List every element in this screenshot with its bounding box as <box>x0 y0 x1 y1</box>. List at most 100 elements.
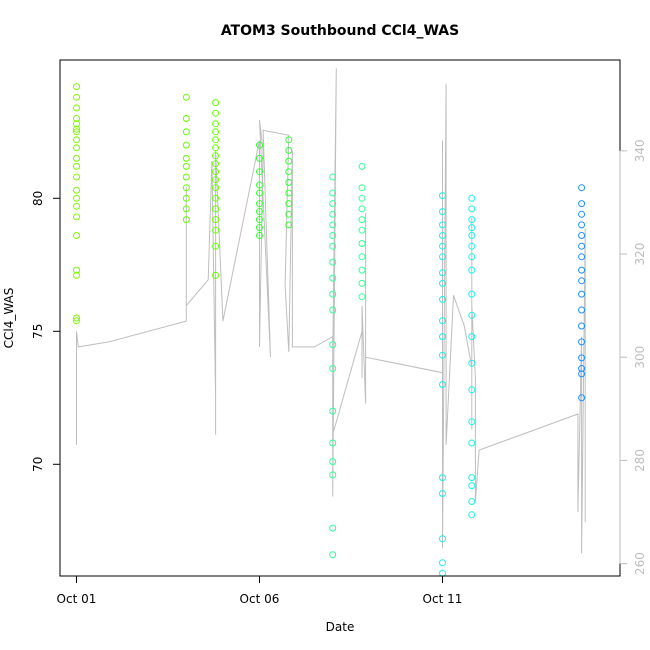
data-point <box>358 293 366 301</box>
data-point <box>468 498 476 505</box>
y-axis: 70 75 80 <box>31 191 61 472</box>
data-point <box>468 482 476 490</box>
data-point <box>358 226 366 234</box>
data-point <box>329 210 337 218</box>
data-point <box>73 120 80 128</box>
line-series-layer <box>76 68 586 554</box>
data-point <box>212 184 220 192</box>
data-point <box>468 216 476 224</box>
data-point <box>439 242 446 250</box>
plot-frame <box>59 59 621 577</box>
data-point <box>212 271 220 279</box>
data-point <box>578 266 586 274</box>
data-point <box>212 205 220 213</box>
data-point <box>182 141 190 149</box>
data-point <box>329 439 337 447</box>
data-point <box>73 202 80 210</box>
data-point <box>439 221 446 229</box>
data-point <box>182 184 190 192</box>
data-point <box>358 279 366 287</box>
data-point <box>439 192 446 200</box>
data-point <box>578 306 586 314</box>
data-point <box>468 333 476 341</box>
data-point <box>73 173 80 181</box>
data-point <box>358 205 366 213</box>
x-tick-label: Oct 01 <box>57 592 97 606</box>
data-point <box>73 83 80 91</box>
data-point <box>256 154 263 162</box>
data-point <box>329 458 337 466</box>
data-point <box>468 359 476 367</box>
data-point <box>182 194 190 202</box>
data-point <box>182 216 190 224</box>
chart-title: ATOM3 Southbound CCl4_WAS <box>221 23 459 39</box>
data-point <box>256 189 263 197</box>
data-point <box>73 104 80 112</box>
data-point <box>358 216 366 224</box>
data-point <box>256 200 263 208</box>
x-tick-label: Oct 11 <box>423 592 463 606</box>
data-point <box>182 173 190 181</box>
data-point <box>285 136 293 144</box>
data-point <box>285 221 293 229</box>
data-point <box>212 242 220 250</box>
data-point <box>578 277 586 285</box>
data-point <box>212 226 220 234</box>
data-point <box>256 168 263 176</box>
y-tick-label: 75 <box>31 324 45 339</box>
data-point <box>329 471 337 479</box>
data-point <box>468 474 476 482</box>
data-point <box>73 314 80 322</box>
data-point <box>329 407 337 415</box>
data-point <box>468 232 476 239</box>
data-point <box>212 160 220 168</box>
data-point <box>212 216 220 224</box>
y-right-tick-label: 320 <box>633 243 647 266</box>
data-point <box>439 535 446 543</box>
data-point <box>182 162 190 170</box>
data-point <box>212 152 220 160</box>
data-point <box>285 178 293 186</box>
data-point <box>468 311 476 319</box>
data-point <box>439 333 446 341</box>
data-point <box>73 93 80 101</box>
data-point <box>285 200 293 208</box>
data-point <box>439 559 446 567</box>
data-point <box>329 290 337 298</box>
data-point <box>256 216 263 224</box>
x-axis: Oct 01 Oct 06 Oct 11 <box>57 575 463 606</box>
data-point <box>578 242 586 250</box>
y-axis-label: CCl4_WAS <box>2 288 16 349</box>
data-point <box>73 213 80 221</box>
data-point <box>578 354 586 362</box>
data-point <box>439 474 446 482</box>
data-point <box>439 269 446 277</box>
data-point <box>285 168 293 176</box>
data-point <box>439 279 446 287</box>
data-point <box>578 184 586 192</box>
data-point <box>73 144 80 152</box>
data-point <box>439 253 446 261</box>
point-series-layer <box>73 83 586 577</box>
data-point <box>256 232 263 239</box>
x-tick-label: Oct 06 <box>240 592 280 606</box>
data-point <box>439 232 446 239</box>
data-point <box>439 208 446 216</box>
data-point <box>212 99 220 107</box>
data-point <box>358 184 366 192</box>
data-point <box>329 274 337 282</box>
data-point <box>212 168 220 176</box>
data-point <box>285 157 293 165</box>
data-point <box>468 205 476 213</box>
data-point <box>468 266 476 274</box>
data-point <box>329 221 337 229</box>
data-point <box>578 200 586 208</box>
line-series <box>76 68 586 554</box>
data-point <box>212 128 220 136</box>
data-point <box>439 569 446 577</box>
y-axis-right: 260 280 300 320 340 <box>619 139 647 575</box>
data-point <box>212 136 220 144</box>
x-axis-label: Date <box>326 620 355 634</box>
data-point <box>578 365 586 372</box>
data-point <box>329 341 337 349</box>
